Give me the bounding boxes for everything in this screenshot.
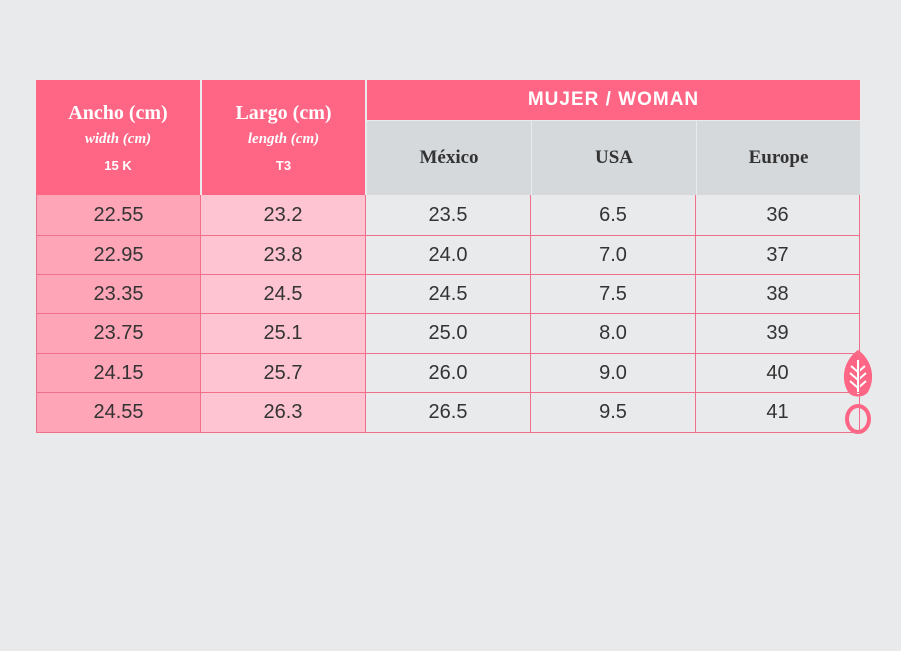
header-code: 15 K xyxy=(104,158,132,173)
table-cell: 39 xyxy=(696,314,860,354)
table-cell: 9.5 xyxy=(531,393,696,433)
table-cell: 24.15 xyxy=(36,354,201,393)
table-cell: 25.0 xyxy=(366,314,531,354)
table-cell: 40 xyxy=(696,354,860,393)
table-cell: 24.5 xyxy=(201,275,366,314)
table-cell: 23.75 xyxy=(36,314,201,354)
table-cell: 24.5 xyxy=(366,275,531,314)
table-cell: 7.0 xyxy=(531,236,696,275)
table-cell: 26.0 xyxy=(366,354,531,393)
header-subtitle: length (cm) xyxy=(247,131,320,147)
table-cell: 23.8 xyxy=(201,236,366,275)
header-code: T3 xyxy=(275,158,292,173)
table-cell: 41 xyxy=(696,393,860,433)
table-cell: 38 xyxy=(696,275,860,314)
table-cell: 23.2 xyxy=(201,195,366,236)
group-header: MUJER / WOMAN xyxy=(367,80,860,120)
table-cell: 26.3 xyxy=(201,393,366,433)
table-cell: 7.5 xyxy=(531,275,696,314)
column-header: México xyxy=(367,121,531,195)
header-title: Ancho (cm) xyxy=(68,102,168,124)
length-header: Largo (cm) length (cm) T3 xyxy=(202,80,365,195)
table-cell: 22.95 xyxy=(36,236,201,275)
table-cell: 22.55 xyxy=(36,195,201,236)
table-cell: 23.5 xyxy=(366,195,531,236)
width-header: Ancho (cm) width (cm) 15 K xyxy=(36,80,200,195)
table-cell: 37 xyxy=(696,236,860,275)
header-title: Largo (cm) xyxy=(235,102,332,124)
table-cell: 25.7 xyxy=(201,354,366,393)
table-cell: 25.1 xyxy=(201,314,366,354)
table-cell: 26.5 xyxy=(366,393,531,433)
table-cell: 8.0 xyxy=(531,314,696,354)
header-subtitle: width (cm) xyxy=(84,131,152,147)
table-cell: 9.0 xyxy=(531,354,696,393)
column-header: Europe xyxy=(697,121,860,195)
table-cell: 36 xyxy=(696,195,860,236)
table-cell: 23.35 xyxy=(36,275,201,314)
table-cell: 24.0 xyxy=(366,236,531,275)
table-cell: 6.5 xyxy=(531,195,696,236)
column-header: USA xyxy=(532,121,696,195)
table-cell: 24.55 xyxy=(36,393,201,433)
